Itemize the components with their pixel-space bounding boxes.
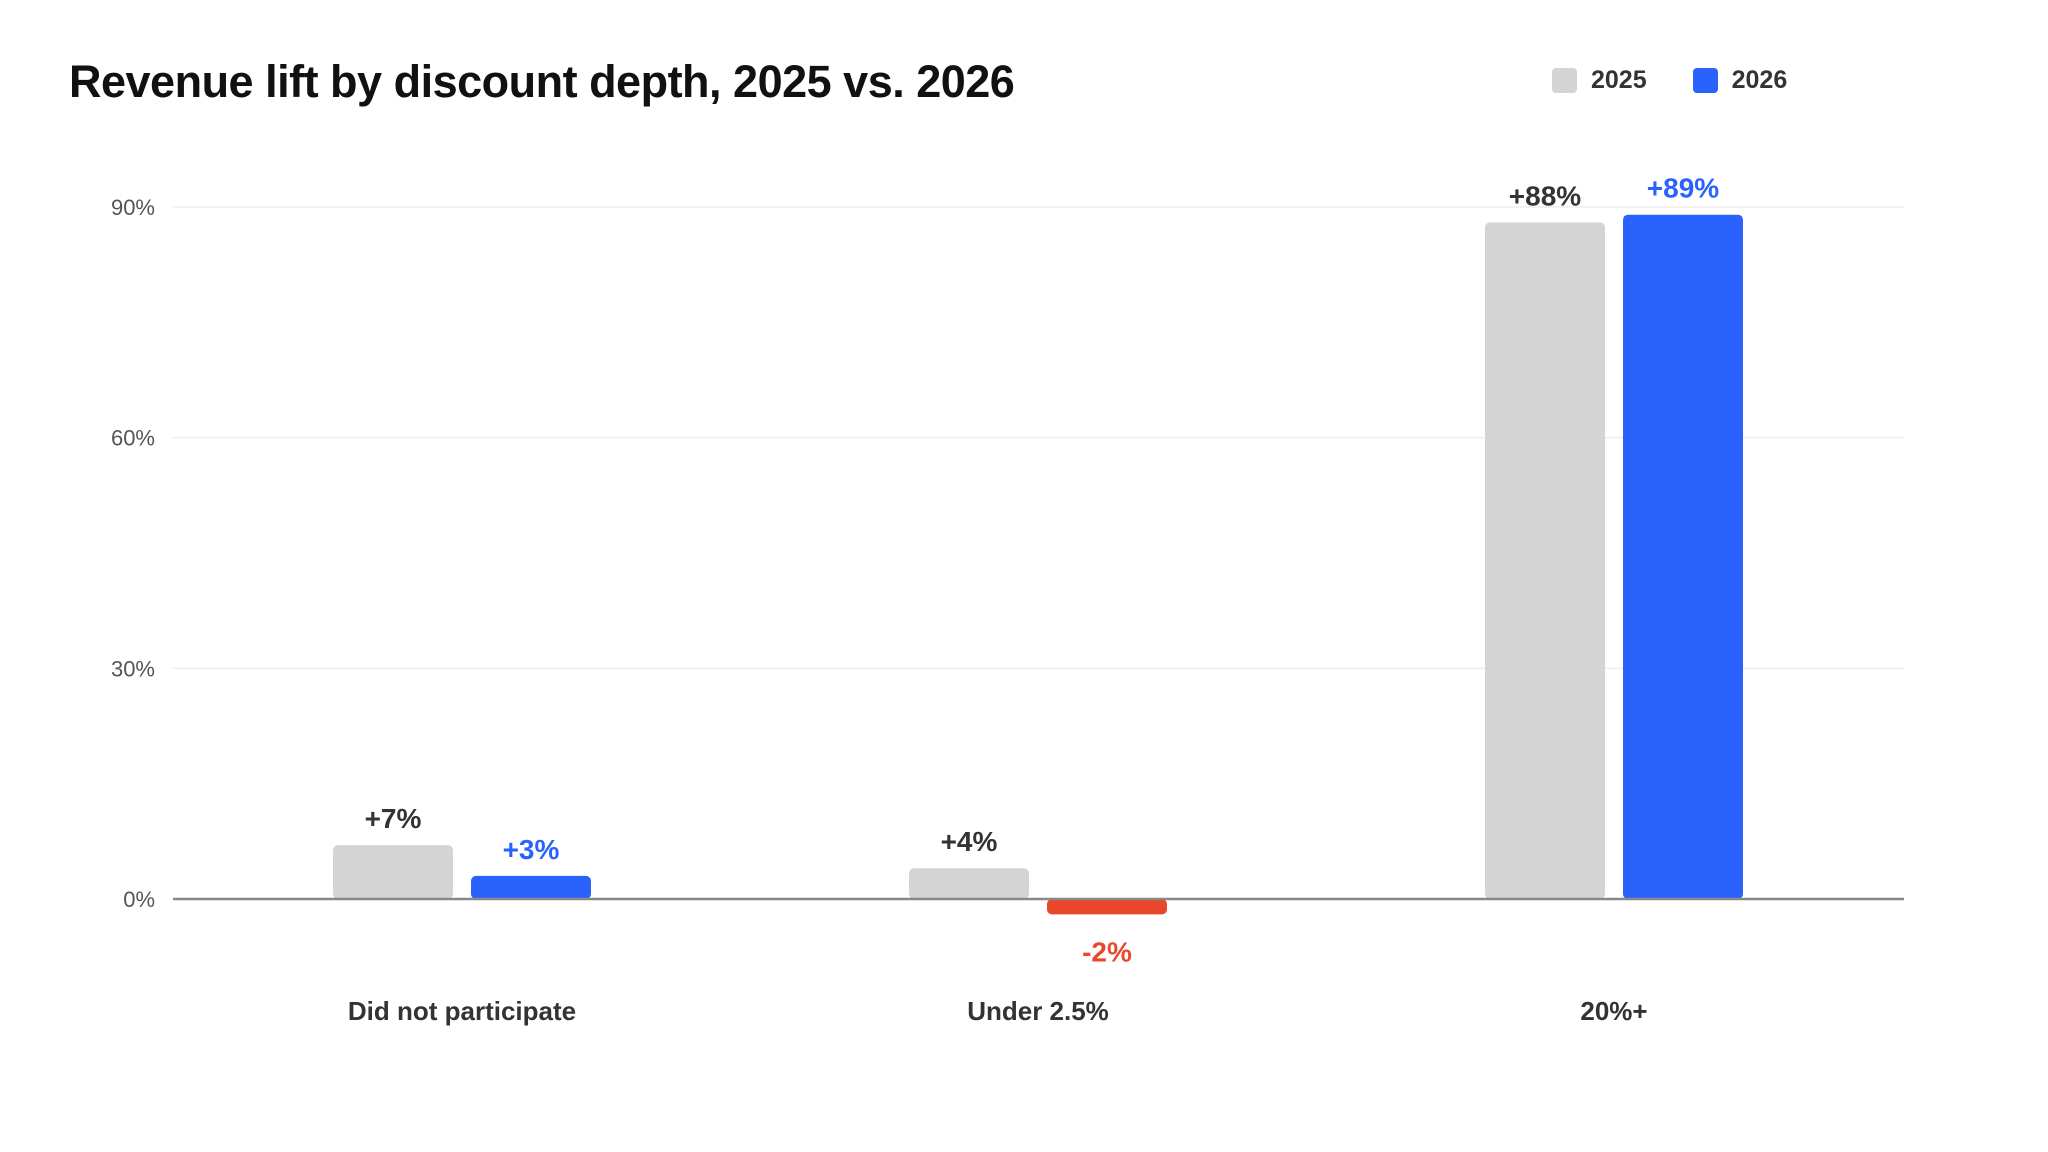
data-label-2025-0: +7% (365, 803, 422, 834)
bar-2025-0 (333, 845, 453, 899)
data-label-2026-1: -2% (1082, 936, 1132, 967)
chart-title: Revenue lift by discount depth, 2025 vs.… (69, 56, 1015, 107)
legend-item-2025: 2025 (1552, 66, 1647, 95)
legend-swatch-2025 (1552, 68, 1577, 93)
legend-swatch-2026 (1692, 68, 1718, 93)
data-label-2026-2: +89% (1647, 173, 1719, 204)
bar-2025-2 (1485, 222, 1605, 899)
bar-2026-1 (1047, 899, 1167, 915)
legend-label-2025: 2025 (1591, 66, 1647, 94)
y-tick-label: 30% (111, 656, 155, 681)
y-tick-label: 0% (123, 887, 155, 912)
legend: 2025 2026 (1552, 66, 1833, 95)
legend-label-2026: 2026 (1731, 66, 1788, 94)
data-label-2026-0: +3% (503, 834, 560, 865)
x-category-label: 20%+ (1580, 996, 1647, 1026)
y-tick-label: 90% (111, 195, 155, 220)
x-category-label: Under 2.5% (967, 996, 1109, 1026)
y-tick-label: 60% (111, 426, 155, 451)
x-category-label: Did not participate (348, 996, 576, 1026)
data-label-2025-1: +4% (941, 826, 998, 857)
legend-item-2026: 2026 (1692, 66, 1788, 95)
bar-2026-2 (1623, 214, 1743, 899)
data-label-2025-2: +88% (1509, 180, 1581, 211)
bar-2026-0 (471, 875, 591, 899)
bar-2025-1 (909, 868, 1029, 899)
